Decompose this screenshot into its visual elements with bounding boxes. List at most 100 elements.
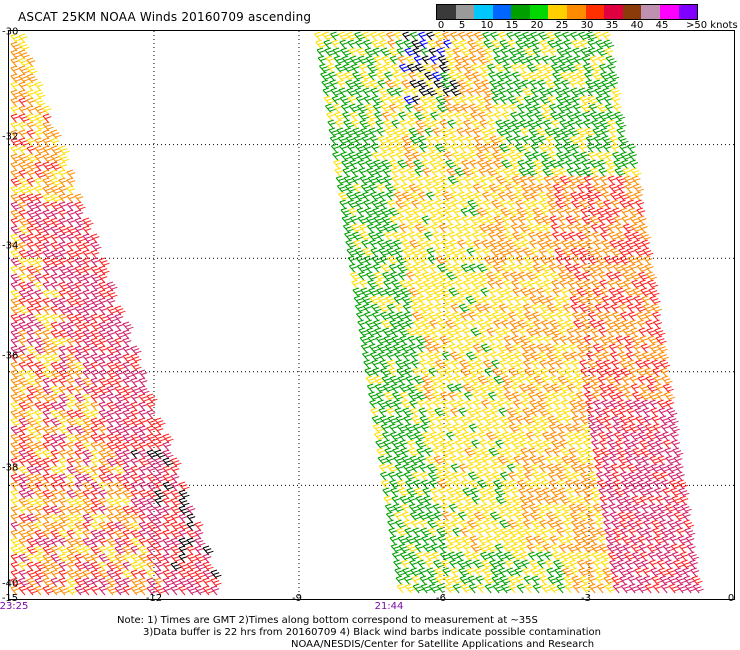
wind-barb	[478, 327, 488, 338]
wind-barb	[413, 479, 422, 490]
wind-barb	[506, 247, 516, 258]
wind-barb	[483, 199, 493, 210]
wind-barb	[425, 295, 435, 306]
wind-barb	[395, 95, 407, 106]
wind-barb	[381, 55, 393, 66]
wind-barb	[649, 295, 661, 306]
wind-barb	[374, 271, 386, 282]
wind-barb	[42, 233, 52, 244]
wind-barb	[625, 239, 637, 250]
wind-barb	[501, 55, 511, 66]
wind-barb	[26, 225, 36, 236]
wind-barb	[564, 311, 573, 322]
wind-barb	[480, 447, 492, 458]
wind-barb	[504, 391, 516, 402]
wind-barb	[335, 63, 346, 74]
wind-barb	[82, 425, 94, 436]
wind-barb	[138, 393, 150, 404]
wind-barb	[530, 31, 539, 42]
wind-barb	[611, 415, 623, 426]
wind-barb	[569, 559, 578, 570]
wind-barb	[74, 409, 86, 420]
wind-barb	[451, 95, 463, 106]
wind-barb	[428, 207, 440, 218]
wind-barb	[74, 497, 86, 508]
wind-barb	[402, 143, 414, 154]
wind-barb	[82, 361, 94, 372]
wind-barb	[82, 553, 94, 564]
wind-barb	[545, 79, 557, 90]
wind-barb	[98, 505, 108, 516]
wind-barb	[344, 127, 356, 138]
wind-barb	[346, 143, 356, 154]
wind-barb	[570, 351, 579, 362]
wind-barb	[368, 183, 378, 194]
wind-barb	[42, 353, 54, 364]
wind-barb	[512, 231, 524, 242]
wind-barb	[26, 321, 36, 332]
wind-barb	[434, 567, 446, 578]
wind-barb	[26, 217, 38, 228]
wind-barb	[130, 489, 140, 500]
wind-barb	[449, 559, 458, 570]
wind-barb	[50, 569, 60, 580]
wind-barb	[530, 511, 541, 522]
wind-barb	[562, 351, 574, 362]
wind-barb	[527, 63, 538, 74]
wind-barb	[459, 575, 471, 586]
wind-barb	[644, 367, 656, 378]
wind-barb	[590, 487, 602, 498]
wind-barb	[580, 527, 590, 538]
wind-barb	[130, 473, 142, 484]
wind-barb	[349, 159, 359, 170]
wind-barb	[336, 183, 348, 194]
wind-barb	[491, 199, 503, 210]
wind-barb	[42, 297, 52, 308]
wind-barb	[364, 263, 374, 274]
wind-barb	[505, 135, 515, 146]
wind-barb	[455, 335, 465, 346]
wind-barb	[499, 95, 509, 106]
wind-barb	[484, 527, 494, 538]
wind-barb	[58, 473, 68, 484]
wind-barb	[489, 455, 501, 466]
wind-barb	[376, 183, 386, 194]
wind-barb	[616, 127, 626, 138]
wind-barb	[389, 159, 401, 170]
wind-barb	[614, 167, 626, 178]
wind-barb	[526, 327, 538, 338]
wind-barb	[504, 127, 514, 138]
wind-barb	[578, 511, 589, 522]
wind-barb	[122, 545, 134, 556]
wind-barb	[472, 183, 482, 194]
wind-barb	[50, 505, 62, 516]
wind-barb	[333, 159, 343, 170]
wind-barb	[369, 399, 379, 410]
wind-barb	[34, 201, 44, 212]
wind-barb	[676, 583, 688, 594]
wind-barb	[42, 417, 52, 428]
wind-barb	[368, 127, 378, 138]
wind-barb	[114, 545, 126, 556]
wind-barb	[473, 455, 485, 466]
wind-barb	[629, 215, 641, 226]
wind-barb	[154, 465, 166, 476]
wind-barb	[58, 337, 68, 348]
wind-barb	[599, 119, 611, 130]
wind-barb	[419, 255, 429, 266]
wind-barb	[595, 255, 607, 266]
wind-barb	[472, 551, 481, 562]
wind-barb	[332, 47, 342, 58]
wind-barb	[674, 511, 685, 522]
wind-barb	[457, 559, 469, 570]
wind-barb	[366, 167, 378, 178]
wind-barb	[465, 239, 477, 250]
wind-barb	[403, 519, 412, 530]
wind-barb	[561, 399, 571, 410]
wind-barb	[82, 305, 92, 316]
wind-barb	[632, 183, 644, 194]
wind-barb	[34, 409, 44, 420]
wind-barb	[431, 119, 441, 130]
wind-barb	[348, 263, 358, 274]
wind-barb	[419, 359, 429, 370]
